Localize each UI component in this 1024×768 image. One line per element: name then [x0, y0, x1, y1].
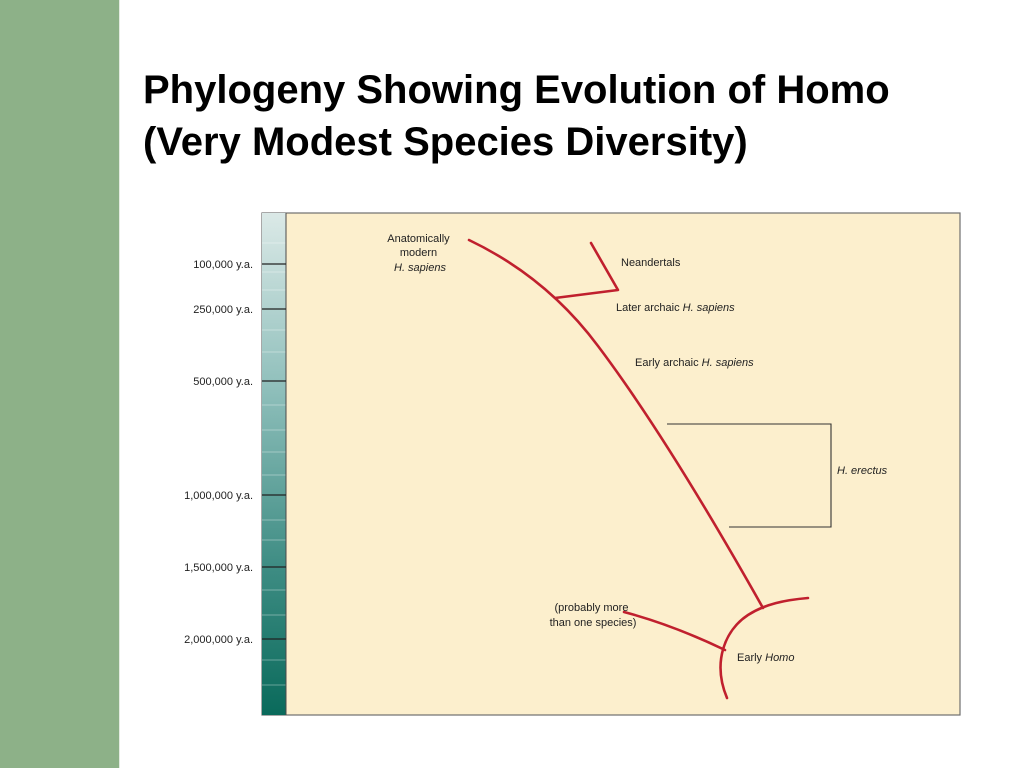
timescale-tick-labels: 100,000 y.a. 250,000 y.a. 500,000 y.a. 1… — [184, 259, 253, 646]
sidebar-divider — [119, 0, 120, 768]
slide-title-line-1: Phylogeny Showing Evolution of Homo — [143, 68, 890, 112]
tick-label-1-5m: 1,500,000 y.a. — [184, 562, 253, 574]
tick-label-2m: 2,000,000 y.a. — [184, 634, 253, 646]
label-erectus: H. erectus — [837, 465, 888, 477]
label-early-homo-prefix: Early — [737, 652, 765, 664]
label-neandertals: Neandertals — [621, 257, 681, 269]
erectus-bracket — [667, 423, 832, 528]
slide-title-line-2: (Very Modest Species Diversity) — [143, 120, 748, 164]
neandertal-branch — [553, 241, 620, 300]
label-probably-line-1: (probably more — [554, 602, 628, 614]
label-later-archaic: Later archaic H. sapiens — [616, 302, 735, 314]
timescale-ticks — [262, 263, 286, 640]
slide-title: Phylogeny Showing Evolution of Homo (Ver… — [143, 64, 1013, 168]
diagram-panel — [261, 212, 961, 716]
lineages — [467, 238, 810, 700]
label-early-archaic-species: H. sapiens — [702, 357, 754, 369]
timescale-bands — [262, 242, 286, 686]
label-modern-line-3: H. sapiens — [394, 262, 446, 274]
tick-label-1m: 1,000,000 y.a. — [184, 490, 253, 502]
tick-label-250k: 250,000 y.a. — [193, 304, 253, 316]
label-modern-line-2: modern — [400, 247, 437, 259]
label-early-homo-genus: Homo — [765, 652, 794, 664]
label-later-archaic-prefix: Later archaic — [616, 302, 683, 314]
label-later-archaic-species: H. sapiens — [683, 302, 735, 314]
label-modern: Anatomically modern H. sapiens — [387, 233, 452, 274]
label-early-archaic-prefix: Early archaic — [635, 357, 702, 369]
label-early-homo: Early Homo — [737, 652, 794, 664]
main-lineage — [467, 238, 765, 610]
early-homo-side-branch — [622, 610, 727, 652]
tick-label-500k: 500,000 y.a. — [193, 376, 253, 388]
timescale-bar — [262, 213, 286, 715]
sidebar-accent — [0, 0, 119, 768]
tick-label-100k: 100,000 y.a. — [193, 259, 253, 271]
label-early-archaic: Early archaic H. sapiens — [635, 357, 754, 369]
early-homo-stem — [719, 596, 810, 700]
label-modern-line-1: Anatomically — [387, 233, 450, 245]
label-probably: (probably more than one species) — [550, 602, 637, 629]
label-probably-line-2: than one species) — [550, 617, 637, 629]
